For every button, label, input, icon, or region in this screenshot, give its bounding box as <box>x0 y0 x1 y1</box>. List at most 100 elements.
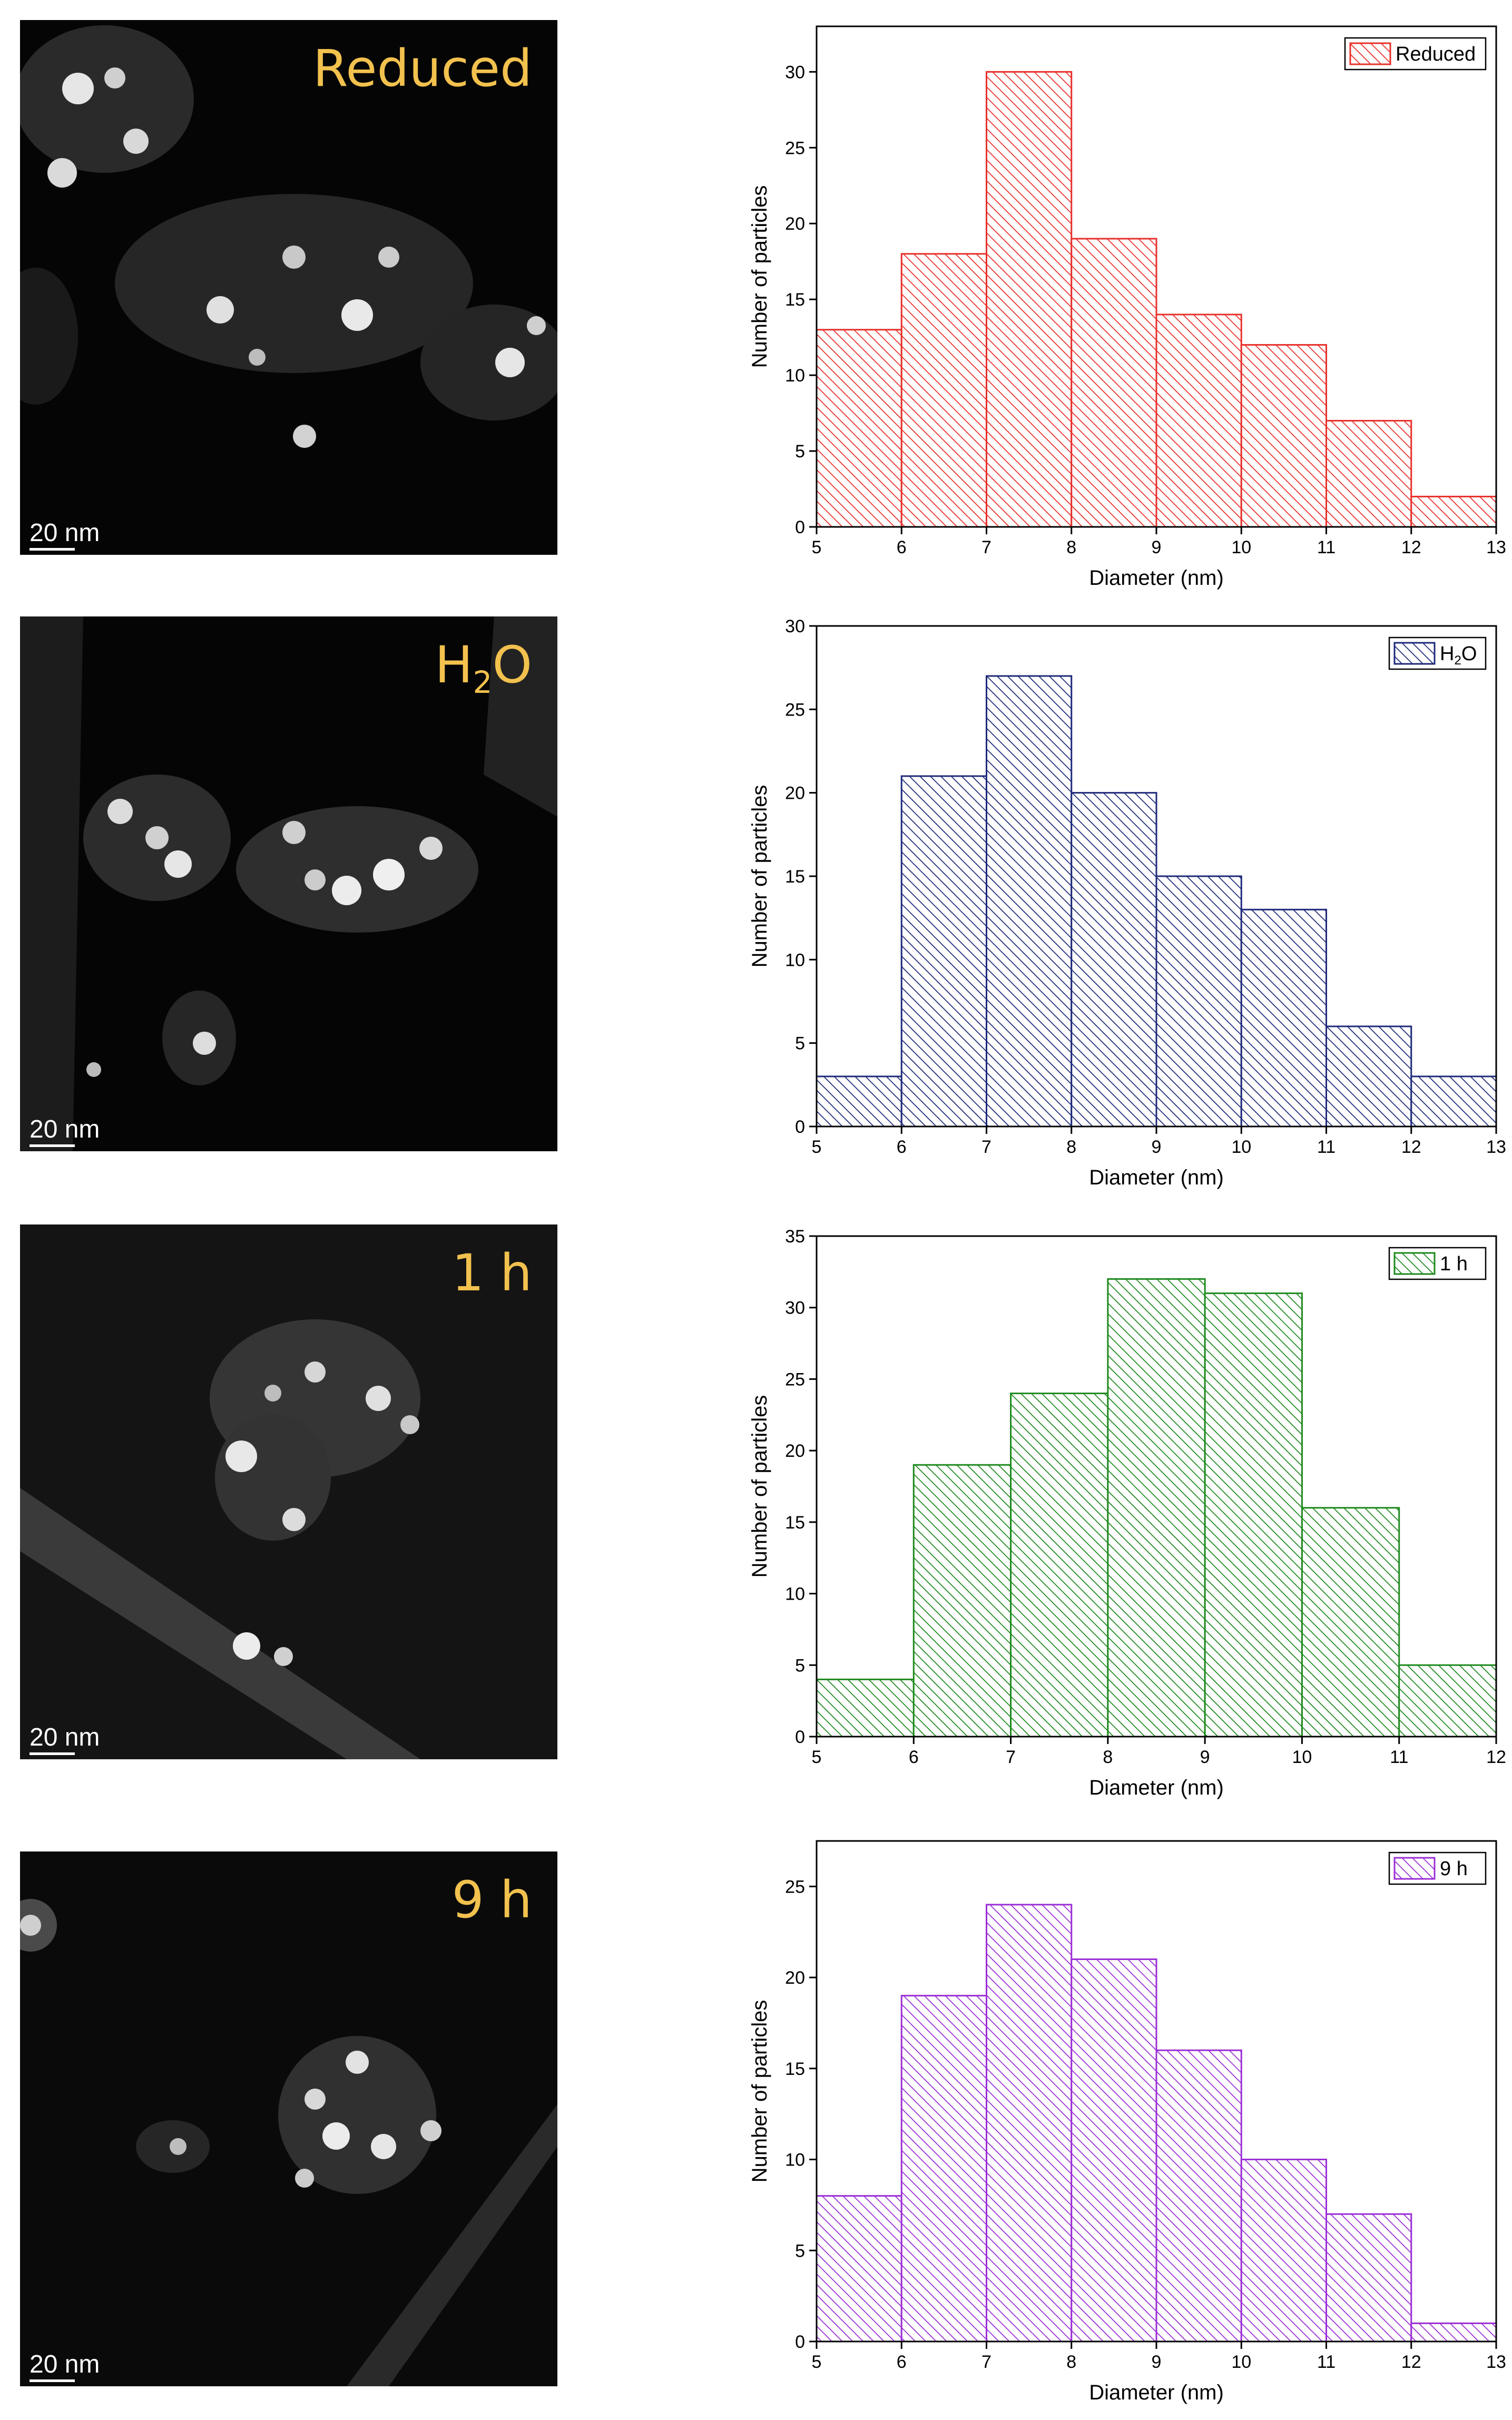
panel-h2o: H2O 20 nm 0 5 10 15 20 25 30 5 6 7 8 9 10 11 12 13 Diame… <box>0 605 1512 1210</box>
histogram-bar <box>1410 1075 1497 1128</box>
x-tick-label: 5 <box>812 2352 822 2372</box>
y-tick-label: 10 <box>785 950 805 970</box>
x-tick-label: 9 <box>1200 1747 1210 1767</box>
micrograph-texture <box>20 1224 557 1759</box>
histogram-bar <box>900 1995 987 2343</box>
panel-1h: 1 h 20 nm 0 5 10 15 20 25 30 35 5 6 7 8 9 10 11 12 Diame… <box>0 1210 1512 1815</box>
y-axis-label: Number of particles <box>748 2000 771 2183</box>
image-label: H2O <box>435 635 532 701</box>
micrograph-texture <box>20 616 557 1151</box>
histogram-bar <box>1240 2159 1327 2343</box>
x-tick-label: 6 <box>909 1747 919 1767</box>
x-axis-label: Diameter (nm) <box>1089 566 1224 590</box>
histogram-bar <box>1071 1958 1157 2343</box>
x-tick-label: 13 <box>1486 537 1506 557</box>
x-tick-label: 9 <box>1152 537 1162 557</box>
y-tick-label: 0 <box>795 1117 805 1137</box>
legend-label: Reduced <box>1396 43 1476 65</box>
x-tick-label: 7 <box>981 537 991 557</box>
y-tick-label: 30 <box>785 62 805 82</box>
y-tick-label: 0 <box>795 517 805 537</box>
histogram-bar <box>816 2195 902 2343</box>
panel-9h: 9 h 20 nm 0 5 10 15 20 25 5 6 7 8 9 10 11 12 13 Diamete… <box>0 1815 1512 2419</box>
x-tick-label: 11 <box>1317 537 1336 557</box>
y-tick-label: 15 <box>785 2059 805 2079</box>
y-tick-label: 10 <box>785 2150 805 2170</box>
micrograph-reduced: Reduced 20 nm <box>20 20 557 555</box>
image-label: 9 h <box>451 1870 532 1929</box>
y-tick-label: 15 <box>785 1513 805 1533</box>
y-tick-label: 15 <box>785 867 805 887</box>
scale-bar: 20 nm <box>30 518 100 551</box>
x-tick-label: 7 <box>981 2352 991 2372</box>
histogram-bar <box>900 253 987 528</box>
micrograph-texture <box>20 1851 557 2386</box>
x-tick-label: 12 <box>1401 2352 1421 2372</box>
x-axis-label: Diameter (nm) <box>1089 1776 1224 1799</box>
image-label: Reduced <box>312 39 532 98</box>
y-tick-label: 0 <box>795 2332 805 2352</box>
histogram-h2o: 0 5 10 15 20 25 30 5 6 7 8 9 10 11 12 13 Diameter (nm) Nu… <box>727 605 1507 1200</box>
histogram-bar <box>1398 1664 1497 1738</box>
micrograph-9h: 9 h 20 nm <box>20 1851 557 2386</box>
y-tick-label: 25 <box>785 1877 805 1897</box>
y-tick-label: 5 <box>795 442 805 462</box>
y-tick-label: 10 <box>785 366 805 386</box>
histogram-bar <box>1204 1292 1303 1738</box>
y-axis-label: Number of particles <box>748 185 771 368</box>
histogram-bar <box>816 1678 915 1738</box>
histogram-bar <box>1301 1507 1400 1738</box>
y-tick-label: 5 <box>795 1034 805 1054</box>
x-axis-label: Diameter (nm) <box>1089 1166 1224 1189</box>
x-tick-label: 8 <box>1066 537 1076 557</box>
x-tick-label: 8 <box>1066 2352 1076 2372</box>
histogram-bar <box>1326 1025 1412 1128</box>
histogram-reduced: 0 5 10 15 20 25 30 5 6 7 8 9 10 11 12 13 Diameter (nm) Nu… <box>727 5 1507 601</box>
x-tick-label: 11 <box>1317 2352 1336 2372</box>
histogram-bar <box>986 675 1073 1128</box>
image-label: 1 h <box>451 1243 532 1302</box>
histogram-bar <box>900 775 987 1128</box>
histogram-bar <box>986 71 1073 528</box>
histogram-bar <box>912 1464 1012 1738</box>
y-tick-label: 0 <box>795 1727 805 1747</box>
histogram-bar <box>986 1904 1073 2343</box>
x-tick-label: 5 <box>812 537 822 557</box>
y-tick-label: 20 <box>785 1968 805 1988</box>
y-tick-label: 35 <box>785 1227 805 1247</box>
x-tick-label: 13 <box>1486 1137 1506 1157</box>
histogram-1h: 0 5 10 15 20 25 30 35 5 6 7 8 9 10 11 12 Diameter (nm) Nu… <box>727 1215 1507 1810</box>
plot-frame <box>816 1235 1497 1738</box>
legend-swatch <box>1393 1857 1436 1880</box>
micrograph-h2o: H2O 20 nm <box>20 616 557 1151</box>
histogram-bar <box>1071 238 1157 528</box>
x-tick-label: 8 <box>1066 1137 1076 1157</box>
x-axis-label: Diameter (nm) <box>1089 2381 1224 2404</box>
y-axis-label: Number of particles <box>748 785 771 968</box>
x-tick-label: 13 <box>1486 2352 1506 2372</box>
x-tick-label: 5 <box>812 1137 822 1157</box>
histogram-bar <box>1107 1278 1206 1738</box>
x-tick-label: 6 <box>897 537 907 557</box>
x-tick-label: 12 <box>1401 1137 1421 1157</box>
x-tick-label: 11 <box>1390 1747 1408 1767</box>
y-tick-label: 5 <box>795 2241 805 2261</box>
histogram-bar <box>816 329 902 528</box>
x-tick-label: 9 <box>1152 1137 1162 1157</box>
histogram-bar <box>1155 313 1242 528</box>
y-tick-label: 20 <box>785 214 805 234</box>
x-tick-label: 11 <box>1317 1137 1336 1157</box>
histogram-bar <box>1071 792 1157 1128</box>
histogram-bar <box>1240 344 1327 528</box>
legend-swatch <box>1393 642 1436 665</box>
y-tick-label: 10 <box>785 1584 805 1604</box>
histogram-bar <box>1410 495 1497 528</box>
y-tick-label: 5 <box>795 1655 805 1676</box>
y-tick-label: 25 <box>785 700 805 720</box>
histogram-bar <box>1326 419 1412 528</box>
micrograph-1h: 1 h 20 nm <box>20 1224 557 1759</box>
